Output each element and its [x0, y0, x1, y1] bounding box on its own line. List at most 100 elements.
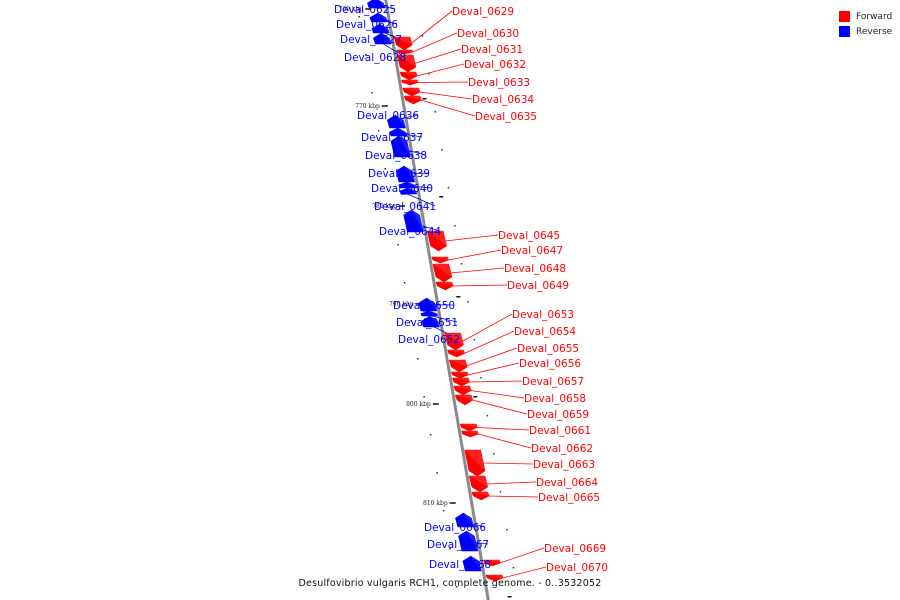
gene-label[interactable]: Deval_0632	[464, 59, 526, 71]
gene-deval-0625[interactable]	[367, 0, 386, 9]
gene-label[interactable]: Deval_0641	[374, 201, 436, 213]
gene-deval-0662[interactable]	[461, 430, 479, 438]
gene-deval-0633[interactable]	[401, 79, 419, 86]
gene-label[interactable]: Deval_0625	[334, 4, 396, 16]
gene-label[interactable]: Deval_0627	[340, 34, 402, 46]
gene-label[interactable]: Deval_0630	[457, 28, 519, 40]
gene-deval-0665[interactable]	[471, 491, 490, 501]
gene-label[interactable]: Deval_0631	[461, 44, 523, 56]
gene-label[interactable]: Deval_0648	[504, 263, 566, 275]
gene-shade	[404, 166, 415, 182]
reverse-swatch	[839, 26, 850, 37]
gene-deval-0626[interactable]	[369, 12, 388, 23]
gene-label[interactable]: Deval_0651	[396, 317, 458, 329]
gene-label[interactable]: Deval_0628	[344, 52, 406, 64]
gene-label[interactable]: Deval_0644	[379, 226, 441, 238]
gene-deval-0638[interactable]	[390, 135, 411, 158]
gene-deval-0661[interactable]	[459, 423, 478, 432]
gene-label[interactable]: Deval_0649	[507, 280, 569, 292]
gene-deval-0634[interactable]	[402, 87, 421, 97]
gene-label[interactable]: Deval_0639	[368, 168, 430, 180]
gene-label[interactable]: Deval_0663	[533, 459, 595, 471]
gene-label[interactable]: Deval_0669	[544, 543, 606, 555]
gene-label[interactable]: Deval_0667	[427, 539, 489, 551]
gene-deval-0628[interactable]	[373, 32, 392, 45]
gene-label[interactable]: Deval_0636	[357, 110, 419, 122]
gene-deval-0630[interactable]	[395, 49, 414, 55]
gene-label[interactable]: Deval_0634	[472, 94, 534, 106]
gene-label[interactable]: Deval_0658	[524, 393, 586, 405]
gene-shade	[407, 188, 417, 194]
gene-label[interactable]: Deval_0635	[475, 111, 537, 123]
gene-deval-0657[interactable]	[451, 377, 471, 387]
gene-shade	[404, 96, 422, 100]
gene-label[interactable]: Deval_0633	[468, 77, 530, 89]
gene-deval-0631[interactable]	[396, 54, 417, 73]
gene-deval-0632[interactable]	[399, 71, 418, 81]
gene-label[interactable]: Deval_0670	[546, 562, 608, 574]
gene-deval-0667[interactable]	[458, 530, 479, 552]
gene-deval-0658[interactable]	[453, 385, 472, 396]
gene-label[interactable]: Deval_0653	[512, 309, 574, 321]
gene-label[interactable]: Deval_0662	[531, 443, 593, 455]
gene-deval-0645[interactable]	[426, 230, 447, 252]
gene-label[interactable]: Deval_0655	[517, 343, 579, 355]
gene-label[interactable]: Deval_0657	[522, 376, 584, 388]
gene-deval-0655[interactable]	[448, 359, 468, 373]
gene-label[interactable]: Deval_0638	[365, 150, 427, 162]
gene-label[interactable]: Deval_0654	[514, 326, 576, 338]
gene-deval-0653[interactable]	[444, 332, 464, 351]
gene-label[interactable]: Deval_0629	[452, 6, 514, 18]
leader-line	[502, 566, 547, 579]
gene-deval-0669[interactable]	[483, 559, 501, 567]
gene-deval-0635[interactable]	[403, 95, 422, 105]
gene-deval-0647[interactable]	[431, 256, 449, 264]
minor-tick	[421, 35, 424, 37]
gene-label[interactable]: Deval_0666	[424, 522, 486, 534]
gene-deval-0649[interactable]	[435, 281, 454, 291]
gene-label[interactable]: Deval_0626	[336, 19, 398, 31]
gene-label[interactable]: Deval_0647	[501, 245, 563, 257]
gene-deval-0644[interactable]	[403, 209, 424, 233]
leader-line	[448, 249, 502, 261]
gene-deval-0641[interactable]	[399, 187, 418, 195]
gene-deval-0670[interactable]	[485, 574, 504, 582]
gene-deval-0659[interactable]	[454, 394, 474, 406]
minor-tick	[423, 396, 425, 398]
gene-label[interactable]: Deval_0652	[398, 334, 460, 346]
minor-tick	[499, 491, 502, 493]
gene-deval-0629[interactable]	[393, 36, 413, 51]
gene-deval-0654[interactable]	[447, 349, 466, 358]
gene-label[interactable]: Deval_0656	[519, 358, 581, 370]
gene-label[interactable]: Deval_0661	[529, 425, 591, 437]
gene-shade	[426, 298, 437, 311]
minor-tick	[422, 98, 427, 100]
gene-label[interactable]: Deval_0668	[429, 559, 491, 571]
minor-tick	[442, 510, 445, 512]
leader-line	[450, 267, 505, 274]
gene-deval-0663[interactable]	[464, 449, 486, 477]
gene-deval-0652[interactable]	[421, 315, 440, 328]
gene-deval-0648[interactable]	[432, 263, 453, 283]
minor-tick	[456, 296, 461, 298]
minor-tick	[397, 244, 399, 246]
minor-tick	[390, 206, 393, 208]
gene-label[interactable]: Deval_0650	[393, 300, 455, 312]
gene-label[interactable]: Deval_0640	[371, 183, 433, 195]
scale-label: 790 kbp	[389, 301, 414, 308]
gene-deval-0666[interactable]	[455, 512, 475, 528]
minor-tick	[384, 168, 386, 170]
gene-label[interactable]: Deval_0659	[527, 409, 589, 421]
gene-label[interactable]: Deval_0637	[361, 132, 423, 144]
minor-ticks	[358, 16, 515, 598]
gene-deval-0656[interactable]	[450, 371, 469, 379]
gene-deval-0664[interactable]	[468, 475, 489, 493]
gene-label[interactable]: Deval_0665	[538, 492, 600, 504]
gene-label[interactable]: Deval_0645	[498, 230, 560, 242]
gene-shade	[461, 431, 479, 434]
minor-tick	[439, 196, 444, 198]
gene-shade	[396, 50, 413, 52]
gene-deval-0668[interactable]	[462, 555, 482, 572]
gene-label[interactable]: Deval_0664	[536, 477, 598, 489]
